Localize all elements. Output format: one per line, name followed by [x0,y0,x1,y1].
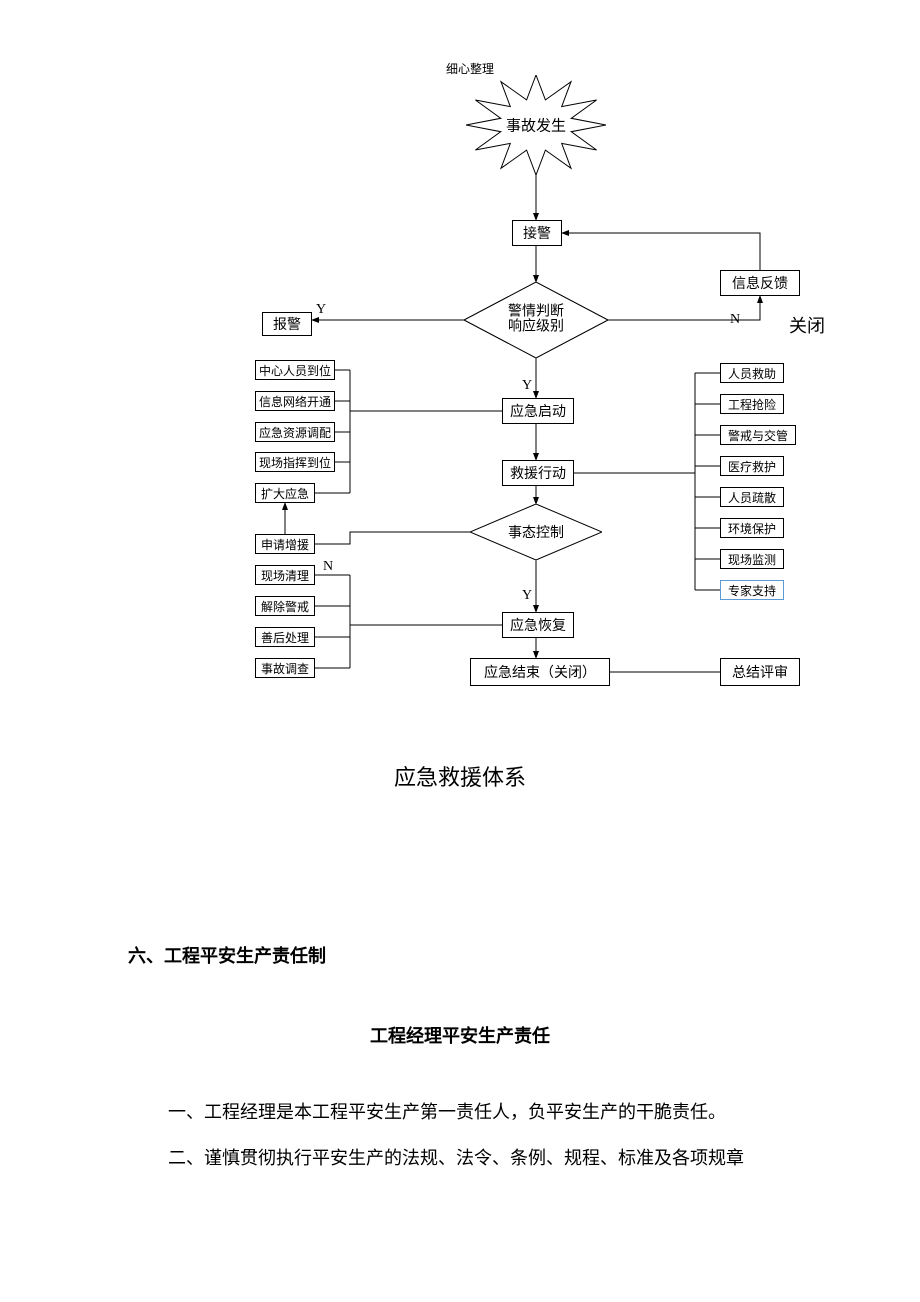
node-right3: 警戒与交管 [720,425,796,445]
node-left3: 应急资源调配 [255,422,335,442]
node-left1: 中心人员到位 [255,360,335,380]
node-left9: 善后处理 [255,627,315,647]
node-right4: 医疗救护 [720,456,784,476]
flowchart-lines [0,0,920,720]
node-end: 应急结束（关闭） [470,658,610,686]
label-y-down2: Y [522,588,532,604]
sub-heading: 工程经理平安生产责任 [0,1022,920,1048]
label-y-down1: Y [522,378,532,394]
start-label: 事故发生 [506,115,566,136]
node-left2: 信息网络开通 [255,391,335,411]
node-right6: 环境保护 [720,518,784,538]
node-right2: 工程抢险 [720,394,784,414]
node-right8: 专家支持 [720,580,784,600]
section-heading: 六、工程平安生产责任制 [128,942,326,968]
node-left7: 现场清理 [255,565,315,585]
node-alarm: 报警 [262,312,312,336]
close-label: 关闭 [789,312,825,338]
node-right1: 人员救助 [720,363,784,383]
node-left10: 事故调查 [255,658,315,678]
node-left8: 解除警戒 [255,596,315,616]
judge-label-text: 警情判断 响应级别 [508,305,564,335]
node-summary: 总结评审 [720,658,800,686]
judge-label: 警情判断 响应级别 [508,305,564,336]
node-start_resp: 应急启动 [502,398,574,424]
flowchart: 事故发生 警情判断 响应级别 事态控制 接警信息反馈报警应急启动救援行动应急恢复… [0,0,920,720]
control-label: 事态控制 [508,522,564,542]
node-left5: 扩大应急 [255,483,315,503]
label-n-right: N [730,312,740,328]
node-feedback: 信息反馈 [720,270,800,296]
node-right7: 现场监测 [720,549,784,569]
page: 细心整理 事故发生 警情判断 响应级别 事态控制 [0,0,920,1302]
para-1: 一、工程经理是本工程平安生产第一责任人，负平安生产的干脆责任。 [168,1100,726,1125]
caption: 应急救援体系 [0,760,920,792]
label-y-left: Y [316,302,326,318]
node-receive: 接警 [512,220,562,246]
para-2: 二、谨慎贯彻执行平安生产的法规、法令、条例、规程、标准及各项规章 [168,1146,744,1171]
node-right5: 人员疏散 [720,487,784,507]
node-left6: 申请增援 [255,534,315,554]
node-recover: 应急恢复 [502,612,574,638]
node-left4: 现场指挥到位 [255,452,335,472]
label-n-left: N [323,559,333,575]
node-rescue: 救援行动 [502,460,574,486]
